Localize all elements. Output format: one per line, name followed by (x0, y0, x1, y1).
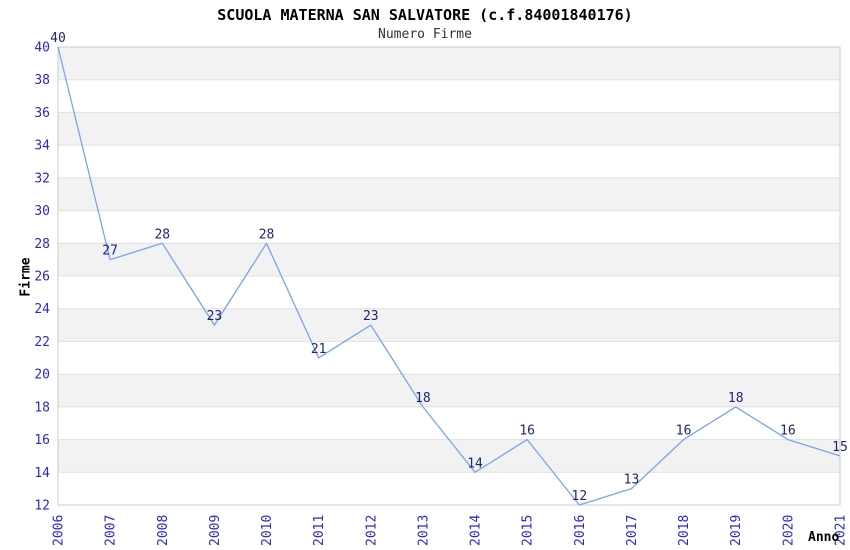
plot-band (58, 47, 840, 80)
y-tick-label: 18 (34, 400, 50, 415)
x-tick-label: 2019 (729, 515, 744, 546)
y-tick-label: 16 (34, 433, 50, 448)
y-tick-label: 26 (34, 270, 50, 285)
x-tick-label: 2016 (573, 515, 588, 546)
plot-border (57, 46, 841, 506)
data-label: 13 (624, 473, 640, 488)
y-tick-label: 22 (34, 335, 50, 350)
x-axis-title: Anno (808, 530, 840, 545)
x-tick-label: 2010 (260, 515, 275, 546)
y-tick-label: 38 (34, 73, 50, 88)
plot-band (58, 308, 840, 342)
data-label: 28 (154, 227, 170, 242)
x-tick-label: 2021 (834, 515, 849, 546)
data-label: 18 (415, 391, 431, 406)
y-tick-label: 36 (34, 106, 50, 121)
x-tick-label: 2013 (416, 515, 431, 546)
x-tick-label: 2007 (104, 515, 119, 546)
plot-band (58, 374, 840, 407)
x-tick-label: 2014 (469, 515, 484, 546)
y-axis-title: Firme (18, 257, 34, 297)
data-label: 16 (519, 424, 535, 439)
y-tick-label: 14 (34, 466, 50, 481)
y-tick-label: 32 (34, 171, 50, 186)
x-tick-label: 2018 (677, 515, 692, 546)
y-tick-label: 34 (34, 139, 50, 154)
chart-subtitle: Numero Firme (378, 27, 472, 42)
data-label: 12 (572, 489, 588, 504)
y-tick-label: 20 (34, 368, 50, 383)
x-tick-label: 2017 (625, 515, 640, 546)
data-label: 27 (102, 244, 118, 259)
y-tick-label: 12 (34, 499, 50, 514)
data-label: 14 (467, 456, 483, 471)
data-label: 40 (50, 31, 66, 46)
plot-band (58, 177, 840, 211)
x-tick-label: 2006 (52, 515, 67, 546)
y-tick-label: 30 (34, 204, 50, 219)
y-tick-label: 24 (34, 302, 50, 317)
y-tick-label: 40 (34, 41, 50, 56)
plot-band (58, 112, 840, 146)
data-label: 23 (363, 309, 379, 324)
x-tick-label: 2015 (521, 515, 536, 546)
data-label: 15 (832, 440, 848, 455)
x-tick-label: 2012 (364, 515, 379, 546)
data-label: 28 (259, 227, 275, 242)
x-tick-label: 2008 (156, 515, 171, 546)
data-line (57, 46, 841, 506)
data-label: 18 (728, 391, 744, 406)
plot-band (58, 439, 840, 473)
x-tick-label: 2020 (781, 515, 796, 546)
x-tick-label: 2011 (312, 515, 327, 546)
data-label: 16 (780, 424, 796, 439)
data-label: 16 (676, 424, 692, 439)
chart-title: SCUOLA MATERNA SAN SALVATORE (c.f.840018… (217, 6, 633, 24)
y-tick-label: 28 (34, 237, 50, 252)
data-label: 21 (311, 342, 327, 357)
plot-band (58, 243, 840, 276)
data-label: 23 (207, 309, 223, 324)
x-tick-label: 2009 (208, 515, 223, 546)
